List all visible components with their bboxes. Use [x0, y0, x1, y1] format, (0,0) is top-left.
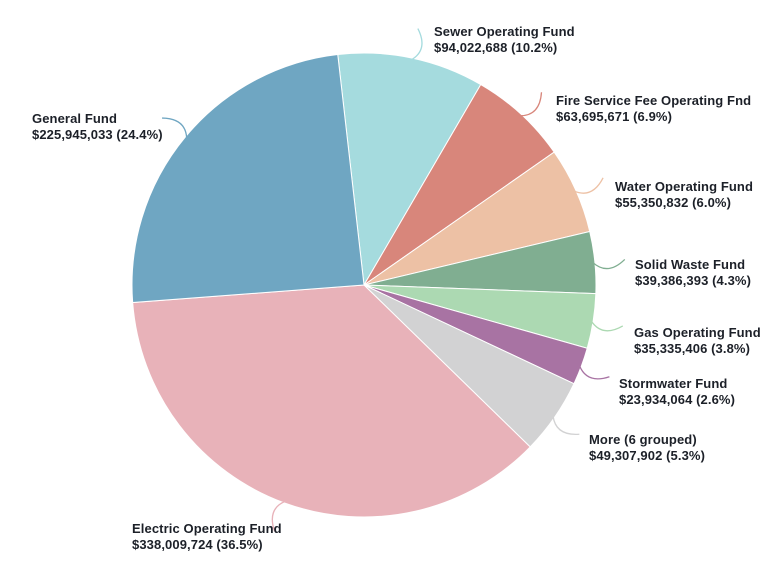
- leader-line-water-operating-fund: [573, 177, 604, 194]
- leader-line-stormwater-fund: [578, 365, 610, 380]
- slice-value: $338,009,724 (36.5%): [132, 537, 263, 552]
- slice-name: Solid Waste Fund: [635, 257, 746, 272]
- slice-name: Fire Service Fee Operating Fnd: [556, 93, 752, 108]
- slice-value: $35,335,406 (3.8%): [634, 341, 750, 356]
- slice-value: $63,695,671 (6.9%): [556, 109, 672, 124]
- slice-label-electric-operating-fund: Electric Operating Fund $338,009,724 (36…: [132, 521, 282, 553]
- slice-name: More (6 grouped): [589, 432, 697, 447]
- leader-line-gas-operating-fund: [590, 320, 624, 332]
- slice-value: $49,307,902 (5.3%): [589, 448, 705, 463]
- leader-line-more-6-grouped: [552, 415, 580, 435]
- slice-value: $39,386,393 (4.3%): [635, 273, 751, 288]
- slice-value: $55,350,832 (6.0%): [615, 195, 731, 210]
- slice-label-more-6-grouped: More (6 grouped) $49,307,902 (5.3%): [589, 432, 705, 464]
- leader-line-general-fund: [162, 117, 188, 139]
- slice-name: Electric Operating Fund: [132, 521, 282, 536]
- pie-slice-sewer-operating-fund[interactable]: [337, 52, 482, 287]
- slice-value: $225,945,033 (24.4%): [32, 127, 163, 142]
- slice-label-general-fund: General Fund $225,945,033 (24.4%): [32, 111, 163, 143]
- leader-line-fire-service-fee-operating-fnd: [519, 92, 543, 117]
- pie-slice-electric-operating-fund[interactable]: [132, 284, 531, 518]
- slice-name: Gas Operating Fund: [634, 325, 761, 340]
- slice-name: Water Operating Fund: [615, 179, 754, 194]
- slice-label-sewer-operating-fund: Sewer Operating Fund $94,022,688 (10.2%): [434, 24, 575, 56]
- slice-name: General Fund: [32, 111, 117, 126]
- slice-label-water-operating-fund: Water Operating Fund $55,350,832 (6.0%): [615, 179, 753, 211]
- slice-label-solid-waste-fund: Solid Waste Fund $39,386,393 (4.3%): [635, 257, 751, 289]
- slice-label-stormwater-fund: Stormwater Fund $23,934,064 (2.6%): [619, 376, 735, 408]
- leader-line-sewer-operating-fund: [410, 28, 423, 61]
- leader-line-electric-operating-fund: [271, 500, 286, 532]
- slice-name: Sewer Operating Fund: [434, 24, 575, 39]
- leader-line-solid-waste-fund: [592, 258, 626, 270]
- slice-value: $94,022,688 (10.2%): [434, 40, 558, 55]
- slice-name: Stormwater Fund: [619, 376, 728, 391]
- slice-label-fire-service-fee-operating-fnd: Fire Service Fee Operating Fnd $63,695,6…: [556, 93, 751, 125]
- slice-label-gas-operating-fund: Gas Operating Fund $35,335,406 (3.8%): [634, 325, 761, 357]
- pie-slice-general-fund[interactable]: [131, 53, 365, 304]
- slice-value: $23,934,064 (2.6%): [619, 392, 735, 407]
